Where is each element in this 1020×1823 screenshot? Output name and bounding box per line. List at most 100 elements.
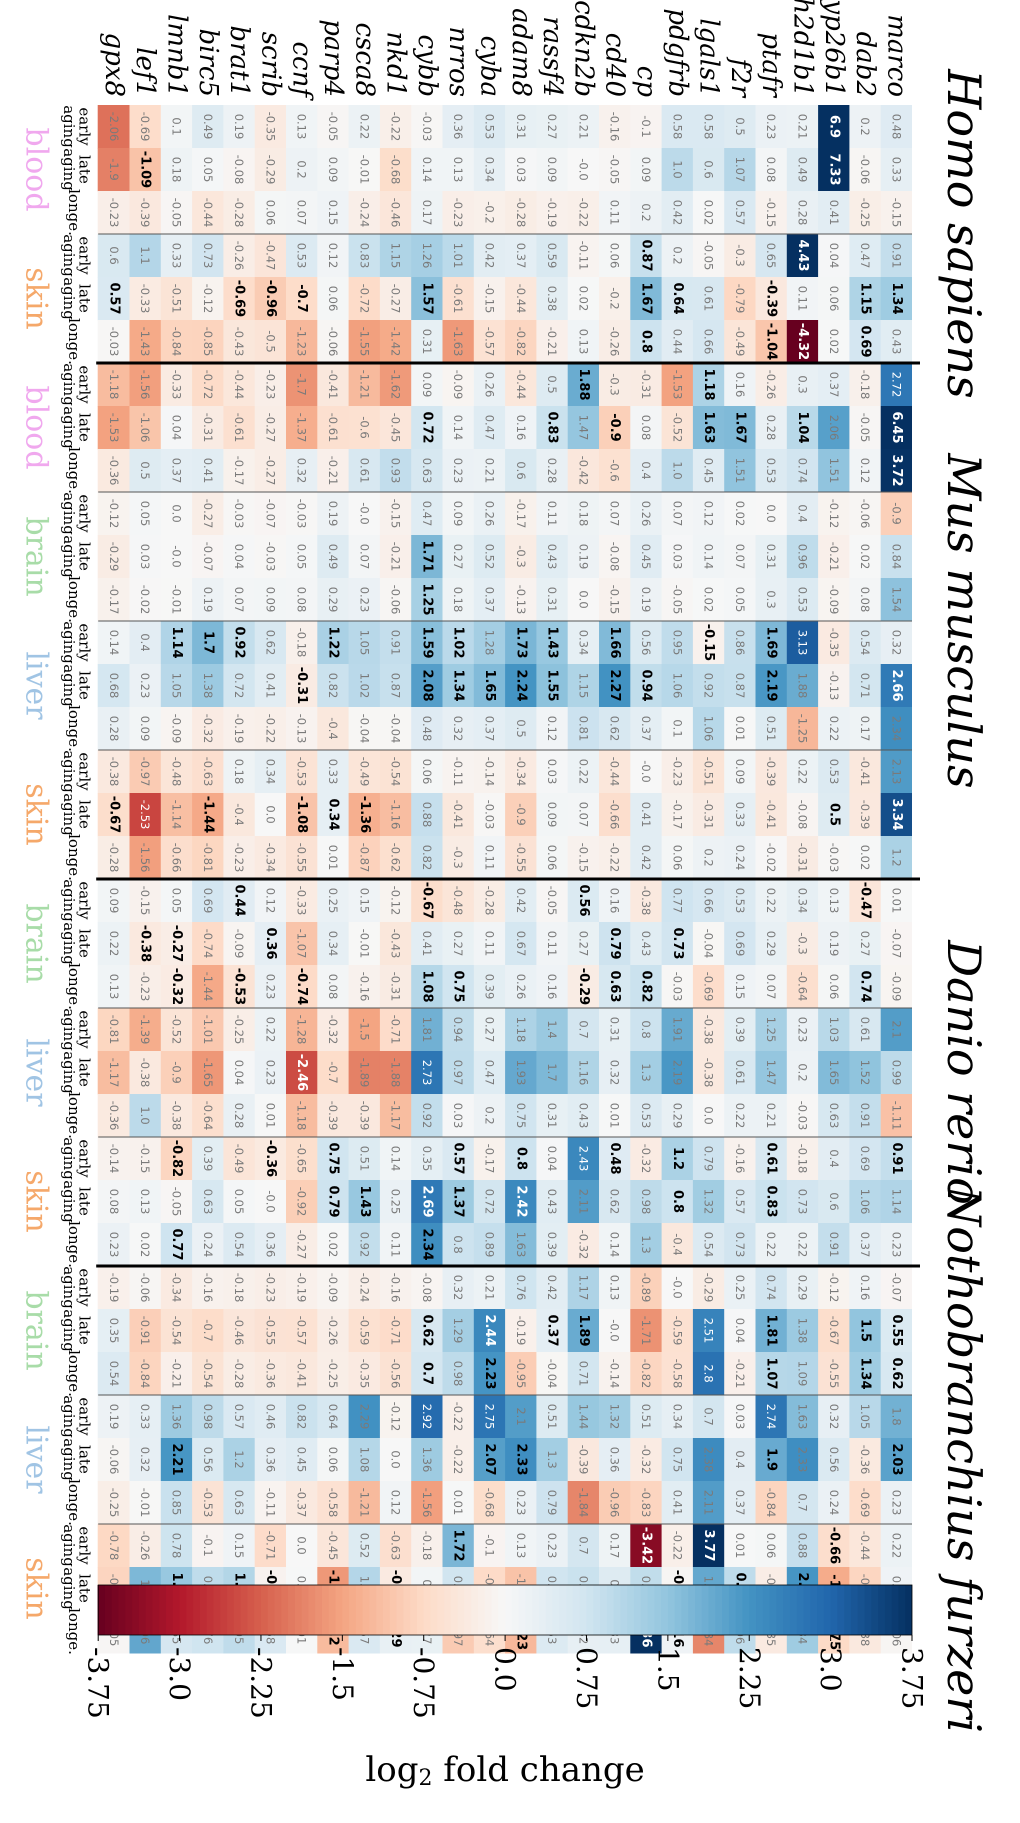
colorbar-segment [606, 1585, 614, 1635]
cell-value: 0.27 [545, 114, 559, 140]
heatmap-cell [629, 1051, 662, 1095]
heatmap-cell [128, 406, 161, 450]
heatmap-cell [191, 191, 224, 235]
heatmap-cell [473, 1438, 506, 1482]
cell-value: -0.0 [263, 1190, 277, 1212]
heatmap-cell [410, 922, 443, 966]
cell-value: 0.54 [702, 1232, 716, 1258]
condition-label-line: aging [60, 1524, 78, 1567]
cell-value: -0.05 [608, 155, 622, 185]
cell-value: -0.2 [608, 287, 622, 309]
cell-value: 0.13 [514, 1533, 528, 1559]
cell-value: 0.09 [545, 157, 559, 183]
cell-value: 0.7 [576, 1536, 590, 1554]
cell-value: 0.56 [201, 1447, 215, 1473]
heatmap-cell [629, 1180, 662, 1224]
colorbar-segment [307, 1585, 316, 1635]
cell-value: -0.16 [733, 1144, 747, 1174]
heatmap-cell [191, 836, 224, 880]
cell-value: -0.33 [138, 284, 152, 314]
heatmap-cell [348, 1395, 380, 1439]
cell-value: -0.49 [733, 327, 747, 357]
cell-value: 0.0 [576, 590, 590, 608]
cell-value: 0.39 [201, 1146, 215, 1172]
cell-value: 0.26 [482, 372, 496, 398]
heatmap-cell [504, 1008, 537, 1052]
cell-value: 0.04 [232, 544, 246, 570]
heatmap-cell [848, 148, 881, 192]
heatmap-cell [535, 1309, 568, 1353]
cell-value: 0.07 [576, 802, 590, 828]
cell-value: 0.34 [576, 630, 590, 656]
heatmap-cell [598, 1180, 631, 1224]
heatmap-cell [254, 1223, 286, 1267]
heatmap-cell [473, 1223, 506, 1267]
cell-value: -0.27 [263, 413, 277, 443]
cell-value: -0.15 [138, 886, 152, 916]
cell-value: -1.44 [200, 796, 215, 833]
heatmap-cell [535, 578, 568, 622]
cell-value: 0.6 [107, 246, 121, 264]
cell-value: -0.31 [702, 800, 716, 830]
cell-value: 0.03 [733, 1404, 747, 1430]
heatmap-cell [755, 1051, 787, 1095]
heatmap-cell [379, 1524, 412, 1568]
cell-value: 1.88 [795, 673, 809, 699]
heatmap-cell [191, 1094, 224, 1138]
heatmap-cell [786, 1481, 819, 1525]
heatmap-cell [160, 793, 193, 837]
colorbar-segment [633, 1585, 641, 1635]
cell-value: -0.06 [389, 585, 403, 615]
heatmap-cell [441, 664, 474, 708]
heatmap-cell [128, 105, 161, 149]
heatmap-cell [567, 105, 599, 149]
heatmap-cell [191, 1008, 224, 1052]
cell-value: 0.37 [482, 587, 496, 613]
heatmap-cell [222, 1309, 255, 1353]
cell-value: 1.1 [138, 246, 152, 264]
cell-value: -0.23 [107, 198, 121, 228]
cell-value: 0.04 [169, 415, 183, 441]
cell-value: 0.41 [670, 1490, 684, 1516]
cell-value: 0.11 [389, 1232, 403, 1258]
heatmap-cell [410, 148, 443, 192]
cell-value: 0.11 [608, 200, 622, 226]
heatmap-cell [473, 922, 506, 966]
cell-value: 0.06 [608, 243, 622, 269]
cell-value: 0.02 [326, 1232, 340, 1258]
cell-value: 6.45 [889, 411, 904, 443]
heatmap-cell [97, 105, 130, 149]
heatmap-cell [598, 1223, 631, 1267]
cell-value: 0.23 [889, 1232, 903, 1258]
condition-label: lateaging [60, 406, 94, 449]
heatmap-cell [661, 1094, 693, 1138]
heatmap-cell [723, 1395, 756, 1439]
heatmap-cell [817, 277, 850, 321]
heatmap-cell [473, 1266, 506, 1310]
cell-value: -0.51 [702, 757, 716, 787]
colorbar-label-part: fold change [432, 1750, 644, 1790]
cell-value: -0.54 [201, 1359, 215, 1389]
heatmap-cell [692, 406, 725, 450]
cell-value: 0.15 [357, 888, 371, 914]
heatmap-cell [191, 1266, 224, 1310]
cell-value: -1.89 [357, 1058, 371, 1088]
condition-label: longe. [65, 576, 83, 623]
colorbar-segment [802, 1585, 811, 1635]
cell-value: -0.3 [451, 846, 465, 868]
heatmap-cell [661, 1137, 693, 1181]
heatmap-cell [348, 922, 380, 966]
heatmap-cell [379, 105, 412, 149]
cell-value: 1.54 [889, 587, 903, 613]
heatmap-cell [661, 191, 693, 235]
heatmap-cell [222, 191, 255, 235]
cell-value: -0.38 [138, 1058, 152, 1088]
heatmap-cell [473, 234, 506, 278]
heatmap-cell [786, 234, 819, 278]
cell-value: 0.57 [451, 1142, 466, 1174]
heatmap-cell [692, 320, 725, 364]
heatmap-cell [128, 191, 161, 235]
cell-value: 0.41 [201, 458, 215, 484]
heatmap-cell [755, 148, 787, 192]
cell-value: 0.2 [670, 246, 684, 264]
